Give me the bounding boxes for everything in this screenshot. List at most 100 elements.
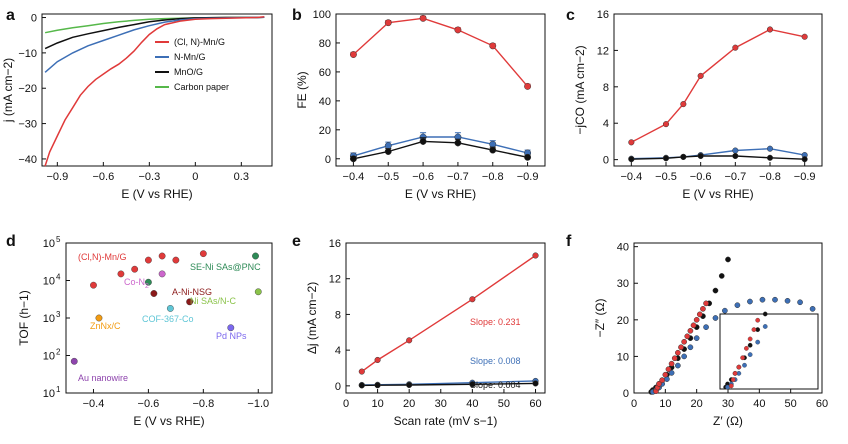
panel-a-legend-label: N-Mn/G <box>174 52 206 62</box>
panel-f-data-point <box>687 344 694 351</box>
panel-a-ytick-label: −20 <box>18 83 37 95</box>
panel-f-xtick-label: 60 <box>816 398 828 410</box>
panel-f-data-point <box>718 273 725 279</box>
panel-f-inset-point <box>755 339 761 345</box>
panel-f-inset-point <box>762 324 768 329</box>
panel-f-ytick-label: 0 <box>623 388 629 400</box>
panel-c-data-point <box>732 44 739 51</box>
panel-b-data-point <box>419 14 427 22</box>
panel-b-data-point <box>489 140 497 148</box>
panel-f-ytick-label: 40 <box>617 242 629 254</box>
panel-c-xtick-label: −0.4 <box>620 171 642 183</box>
panel-e-slope-label: Slope: 0.231 <box>470 317 521 327</box>
panel-d-annotation: Pd NPs <box>216 331 247 341</box>
panel-c-series-line <box>630 28 805 143</box>
panel-b-ylabel: FE (%) <box>295 71 309 108</box>
panel-b-ytick-label: 0 <box>325 154 331 166</box>
panel-d-ytick-exponent: 5 <box>56 235 61 244</box>
panel-letter-e: e <box>292 233 301 250</box>
panel-e-data-point <box>406 337 413 344</box>
panel-e-ytick-label: 16 <box>329 238 341 250</box>
panel-c-xlabel: E (V vs RHE) <box>682 187 753 201</box>
panel-f-data-point <box>703 324 709 330</box>
panel-c-data-point <box>697 72 704 79</box>
panel-a-xtick-label: −0.3 <box>138 171 160 183</box>
panel-d-data-point <box>144 278 152 286</box>
panel-b-series-line <box>353 136 528 157</box>
panel-d-annotation: Ni SAs/N-C <box>190 296 237 306</box>
panel-c-data-point <box>801 156 808 163</box>
panel-b-data-point <box>349 51 357 58</box>
panel-e-slope-label: Slope: 0.004 <box>470 380 521 390</box>
panel-c-jco-chart: −0.4 −0.5 −0.6 −0.7 −0.8 −0.9 0 4 8 12 16 E (V vs R… <box>573 9 823 201</box>
panel-a-xtick-label: −0.6 <box>92 171 114 183</box>
panel-f-data-point <box>668 370 675 376</box>
panel-f-xtick-label: 20 <box>691 398 703 410</box>
panel-d-ytick-label: 10 <box>43 351 55 363</box>
panel-e-ytick-label: 8 <box>335 309 341 321</box>
panel-e-xtick-label: 0 <box>343 398 349 410</box>
panel-e-xlabel: Scan rate (mV s−1) <box>394 414 498 428</box>
panel-e-data-point <box>374 382 381 389</box>
panel-e-ytick-label: 12 <box>329 274 341 286</box>
panel-f-data-point <box>675 362 681 369</box>
panel-c-ytick-label: 16 <box>597 9 609 21</box>
panel-f-data-point <box>809 306 816 312</box>
panel-f-data-point <box>675 349 681 356</box>
panel-d-data-point <box>158 252 166 260</box>
panel-f-data-point <box>693 335 700 341</box>
panel-c-series-line <box>631 147 805 160</box>
panel-c-xtick-label: −0.6 <box>690 171 712 183</box>
panel-c-ytick-label: 4 <box>603 118 609 130</box>
panel-f-data-point <box>668 360 675 367</box>
panel-e-plot-frame <box>345 242 546 394</box>
panel-c-ytick-label: 0 <box>603 155 609 167</box>
panel-e-cdl-chart: 0 10 20 30 40 50 60 0 4 8 12 16 Scan rate (mV s−1) Δj… <box>305 238 546 428</box>
panel-e-ytick-label: 4 <box>335 345 341 357</box>
panel-f-data-point <box>703 300 709 307</box>
panel-f-data-point <box>687 327 694 334</box>
panel-f-inset-frame <box>719 313 819 390</box>
panel-f-inset-point <box>747 336 753 342</box>
panel-a-xtick-label: 0.3 <box>234 171 249 183</box>
panel-c-plot-frame <box>613 13 823 167</box>
panel-a-series-line <box>44 16 265 73</box>
panel-b-data-point <box>454 26 462 34</box>
panel-b-data-point <box>524 153 532 161</box>
panel-f-data-point <box>693 316 700 323</box>
panel-a-ytick-label: −40 <box>18 154 37 166</box>
panel-d-data-point <box>186 298 194 306</box>
panel-e-xtick-label: 50 <box>498 398 510 410</box>
panel-c-data-point <box>697 152 704 160</box>
panel-e-ylabel: Δj (mA cm−2) <box>305 282 319 354</box>
panel-f-data-point <box>681 338 687 345</box>
panel-d-ytick-exponent: 4 <box>56 273 61 282</box>
panel-a-legend-label: MnO/G <box>174 67 203 77</box>
panel-c-data-point <box>732 152 739 160</box>
panel-letter-d: d <box>6 233 16 250</box>
panel-d-data-point <box>172 256 180 264</box>
panel-c-data-point <box>801 33 808 40</box>
panel-f-xtick-label: 30 <box>722 398 734 410</box>
panel-f-data-point <box>700 306 706 312</box>
panel-f-ytick-label: 20 <box>617 315 629 327</box>
panel-f-data-point <box>712 287 719 294</box>
panel-b-data-point <box>384 142 392 150</box>
panel-e-xtick-label: 20 <box>403 398 415 410</box>
panel-e-data-point <box>469 381 476 388</box>
panel-f-inset-point <box>730 377 736 382</box>
panel-f-data-point <box>759 296 766 303</box>
panel-d-data-point <box>95 314 103 322</box>
panel-a-xtick-label: −0.9 <box>46 171 68 183</box>
panel-d-annotation: Co-N2 <box>124 277 149 290</box>
panel-f-inset-point <box>736 364 742 370</box>
panel-f-inset-point <box>762 311 768 317</box>
panel-f-inset-point <box>740 355 745 361</box>
panel-d-data-point <box>131 265 139 273</box>
panel-e-xtick-label: 40 <box>466 398 478 410</box>
panel-b-data-point <box>489 42 497 50</box>
panel-a-series-line <box>44 16 265 167</box>
panel-e-data-point <box>532 252 539 259</box>
panel-f-ylabel: −Z″ (Ω) <box>593 299 607 338</box>
